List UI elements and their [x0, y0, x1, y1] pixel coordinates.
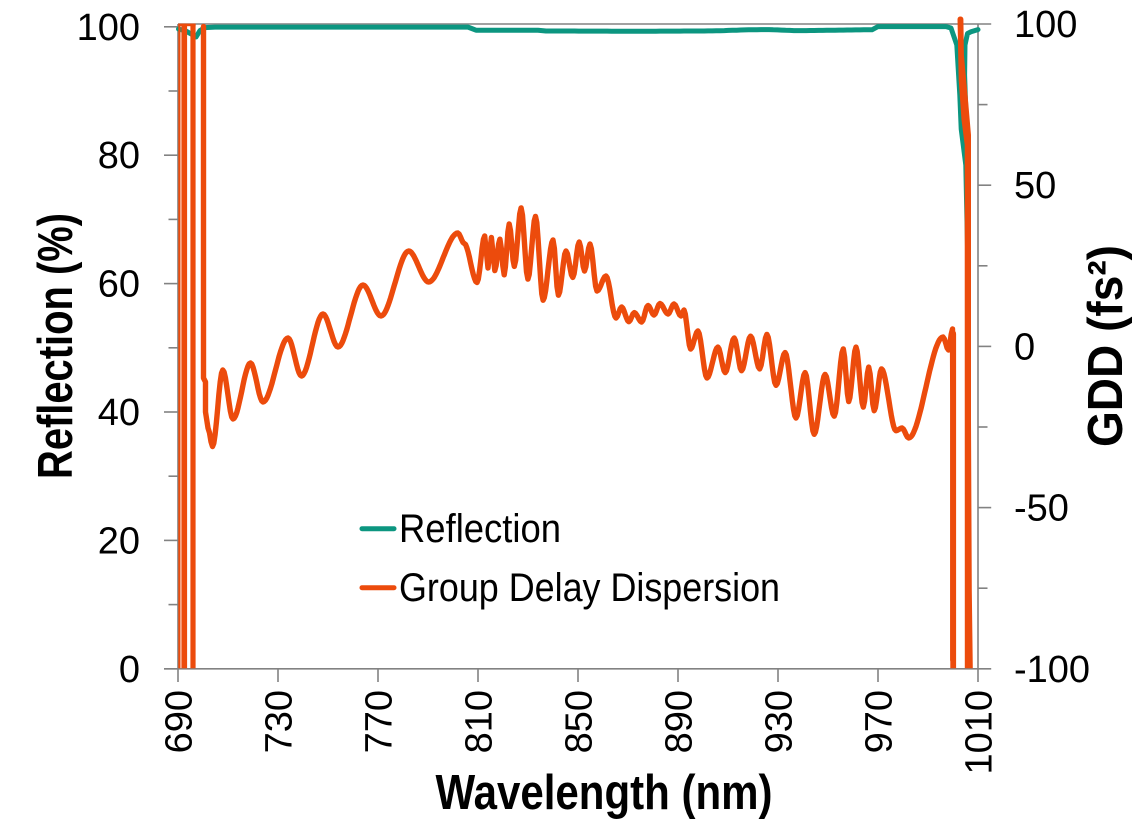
- svg-text:50: 50: [1014, 165, 1056, 207]
- svg-text:890: 890: [659, 690, 701, 753]
- svg-text:0: 0: [119, 649, 140, 691]
- svg-text:Reflection: Reflection: [399, 507, 561, 551]
- svg-text:690: 690: [159, 690, 201, 753]
- svg-text:Group Delay Dispersion: Group Delay Dispersion: [399, 566, 780, 610]
- svg-text:20: 20: [98, 520, 140, 562]
- svg-text:GDD (fs²): GDD (fs²): [1079, 245, 1133, 447]
- svg-text:850: 850: [559, 690, 601, 753]
- svg-text:40: 40: [98, 392, 140, 434]
- svg-text:970: 970: [859, 690, 901, 753]
- svg-text:930: 930: [759, 690, 801, 753]
- svg-text:1010: 1010: [959, 690, 1001, 775]
- svg-text:730: 730: [259, 690, 301, 753]
- svg-text:100: 100: [1014, 4, 1077, 46]
- svg-text:0: 0: [1014, 326, 1035, 368]
- svg-text:-100: -100: [1014, 649, 1090, 691]
- svg-text:Reflection (%): Reflection (%): [29, 213, 83, 479]
- svg-text:60: 60: [98, 264, 140, 306]
- svg-text:Wavelength (nm): Wavelength (nm): [436, 766, 773, 820]
- svg-text:-50: -50: [1014, 488, 1069, 530]
- svg-text:100: 100: [77, 7, 140, 49]
- svg-text:80: 80: [98, 135, 140, 177]
- svg-text:810: 810: [459, 690, 501, 753]
- svg-text:770: 770: [359, 690, 401, 753]
